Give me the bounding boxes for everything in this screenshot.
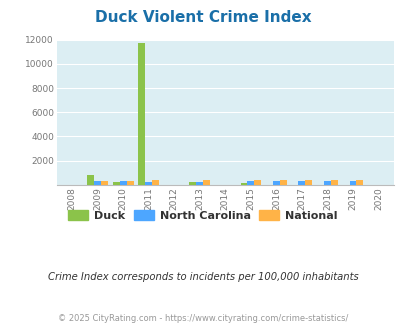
Bar	[323, 181, 330, 185]
Bar	[254, 180, 260, 185]
Bar	[145, 182, 152, 185]
Bar	[138, 43, 145, 185]
Bar	[203, 180, 210, 185]
Bar	[94, 181, 101, 185]
Bar	[305, 180, 311, 185]
Bar	[247, 181, 254, 185]
Legend: Duck, North Carolina, National: Duck, North Carolina, National	[64, 206, 341, 225]
Bar	[356, 181, 362, 185]
Bar	[113, 182, 119, 185]
Text: Crime Index corresponds to incidents per 100,000 inhabitants: Crime Index corresponds to incidents per…	[47, 272, 358, 282]
Bar	[87, 175, 94, 185]
Bar	[279, 180, 286, 185]
Text: Duck Violent Crime Index: Duck Violent Crime Index	[94, 10, 311, 25]
Bar	[240, 182, 247, 185]
Bar	[126, 181, 133, 185]
Bar	[119, 182, 126, 185]
Bar	[101, 181, 108, 185]
Bar	[189, 182, 196, 185]
Bar	[272, 181, 279, 185]
Bar	[330, 180, 337, 185]
Bar	[298, 181, 305, 185]
Bar	[196, 182, 203, 185]
Bar	[349, 181, 356, 185]
Bar	[152, 180, 159, 185]
Text: © 2025 CityRating.com - https://www.cityrating.com/crime-statistics/: © 2025 CityRating.com - https://www.city…	[58, 314, 347, 323]
